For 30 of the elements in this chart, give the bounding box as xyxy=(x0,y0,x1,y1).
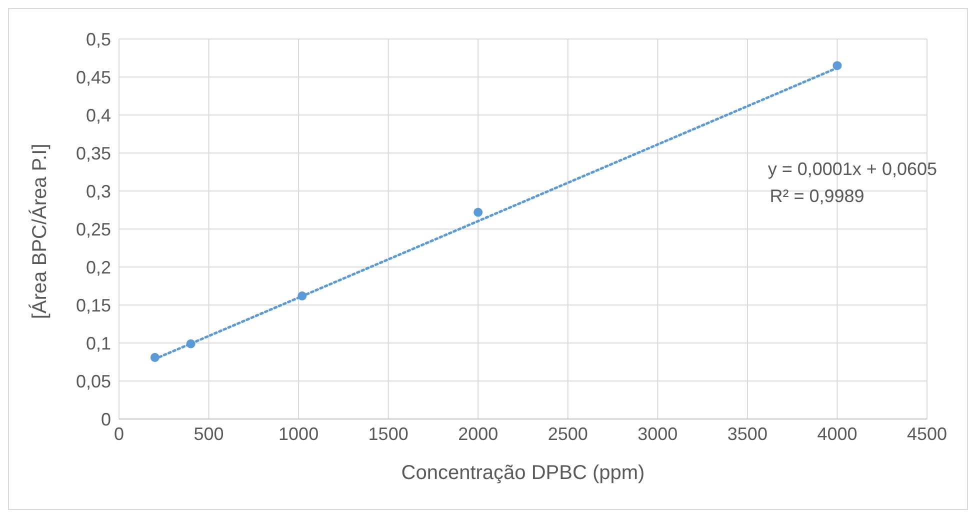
y-tick-label: 0,35 xyxy=(76,143,111,164)
point xyxy=(186,339,196,348)
point xyxy=(474,208,483,217)
y-tick-label: 0,45 xyxy=(76,67,111,88)
point xyxy=(832,61,842,70)
x-tick-label: 500 xyxy=(194,424,224,444)
point xyxy=(298,291,307,300)
x-tick-label: 2000 xyxy=(458,424,498,444)
y-tick-label: 0,2 xyxy=(86,257,111,278)
x-axis-title: Concentração DPBC (ppm) xyxy=(401,462,645,484)
y-tick-label: 0,3 xyxy=(86,181,111,202)
x-tick-label: 2500 xyxy=(548,424,588,444)
x-tick-label: 4500 xyxy=(906,424,948,444)
y-tick-label: 0,1 xyxy=(86,333,111,354)
point xyxy=(150,352,160,362)
x-tick-label: 0 xyxy=(114,424,124,444)
y-tick-label: 0,25 xyxy=(76,219,111,240)
x-tick-label: 1000 xyxy=(278,424,319,444)
x-tick-label: 3500 xyxy=(727,424,768,444)
y-tick-label: 0 xyxy=(100,409,111,430)
y-tick-label: 0,4 xyxy=(86,105,111,126)
y-tick-label: 0,15 xyxy=(76,295,111,316)
x-tick-label: 3000 xyxy=(638,424,678,444)
y-tick-label: 0,05 xyxy=(76,371,111,392)
y-axis-title: [Área BPC/Área P.I] xyxy=(28,144,52,319)
annotation: y = 0,0001x + 0,0605 xyxy=(766,159,937,180)
x-tick-label: 1500 xyxy=(368,424,408,444)
x-tick-label: 4000 xyxy=(817,424,858,444)
y-tick-label: 0,5 xyxy=(86,29,111,50)
annotation: R² = 0,9989 xyxy=(768,186,866,207)
